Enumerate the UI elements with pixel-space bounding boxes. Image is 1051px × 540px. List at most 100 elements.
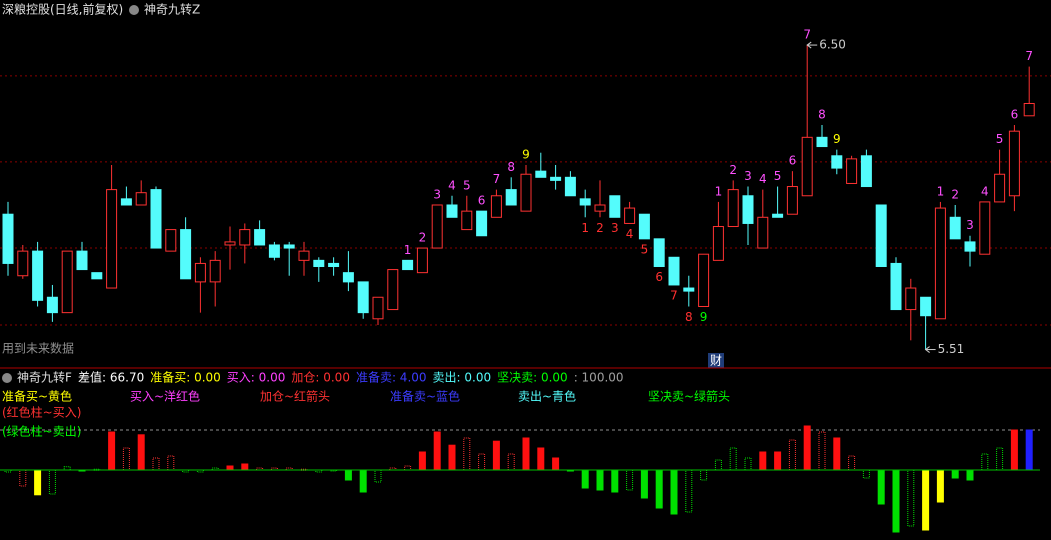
candle-body	[920, 296, 932, 317]
candle-body	[416, 247, 428, 274]
buy-count: 1	[581, 221, 589, 235]
candle-body	[402, 259, 414, 271]
candle-body	[313, 259, 325, 268]
indicator-bar	[596, 469, 604, 491]
candle-body	[150, 189, 162, 249]
candle-body	[91, 272, 103, 280]
candle-body	[328, 262, 340, 268]
sell-count: 3	[433, 187, 441, 201]
candle-body	[594, 204, 606, 212]
indicator-bar	[448, 444, 456, 471]
tag-box	[708, 353, 724, 368]
indicator-bar	[137, 434, 145, 471]
candle-body	[579, 198, 591, 206]
indicator-bar	[359, 469, 367, 493]
candle-body	[209, 259, 221, 283]
buy-count: 6	[655, 270, 663, 284]
sell-count: 3	[744, 169, 752, 183]
buy-count: 4	[626, 227, 634, 241]
sell-count: 6	[478, 194, 486, 208]
readout: 卖出: 0.00	[433, 371, 492, 385]
indicator-bar	[108, 431, 116, 471]
candle-body	[32, 250, 44, 301]
candle-body	[2, 213, 14, 264]
toggle-icon[interactable]	[2, 373, 12, 383]
indicator-bar	[34, 469, 42, 496]
sell-count: 5	[463, 178, 471, 192]
indicator-bar	[936, 469, 944, 503]
candle-body	[490, 195, 502, 218]
sell-count: 2	[951, 187, 959, 201]
indicator-bar	[433, 431, 441, 471]
indicator-bar	[522, 437, 530, 471]
sell-count: 4	[981, 184, 989, 198]
sell-count: 1	[404, 243, 412, 257]
indicator-bar	[951, 469, 959, 479]
candle-body	[46, 296, 58, 314]
candle-body	[120, 198, 132, 206]
candle-body	[668, 256, 680, 286]
readout: 差值: 66.70	[78, 370, 144, 385]
sell-count: 1	[937, 184, 945, 198]
candle-body	[283, 244, 295, 249]
indicator-bar	[552, 457, 560, 471]
candle-body	[727, 189, 739, 228]
candle-body	[712, 226, 724, 261]
candle-body	[801, 136, 813, 197]
indicator-bar	[1010, 429, 1018, 471]
sell-count: 5	[996, 132, 1004, 146]
buy-count: 2	[596, 221, 604, 235]
annotation-arrowhead	[806, 41, 812, 49]
legend-entry: 卖出~青色	[518, 390, 576, 404]
sell-count: 8	[818, 108, 826, 122]
candle-body	[476, 210, 488, 237]
candle-body	[298, 250, 310, 261]
stock-title: 深粮控股(日线,前复权)	[2, 2, 123, 17]
sell-count: 7	[1025, 49, 1033, 63]
readout: 准备买: 0.00	[150, 371, 221, 385]
buy-count: 8	[685, 310, 693, 324]
candle-body	[890, 262, 902, 311]
candle-body	[624, 207, 636, 224]
candle-body	[135, 192, 147, 206]
sell-count: 4	[759, 172, 767, 186]
candle-body	[535, 170, 547, 178]
indicator-bar	[892, 469, 900, 533]
candle-body	[949, 216, 961, 240]
candle-body	[194, 262, 206, 283]
indicator-bar	[1025, 429, 1033, 471]
sell-count: 7	[493, 172, 501, 186]
candle-body	[254, 229, 266, 246]
candle-body	[180, 229, 192, 280]
toggle-icon[interactable]	[129, 5, 139, 15]
candle-body	[106, 189, 118, 289]
legend-entry: 准备卖~蓝色	[390, 390, 460, 404]
candle-body	[357, 281, 369, 314]
candle-body	[1008, 130, 1020, 197]
sell-count: 9	[522, 148, 530, 162]
indicator-bar	[966, 469, 974, 481]
indicator-bar	[803, 425, 811, 471]
sell-count: 5	[774, 169, 782, 183]
readout: 坚决卖: 0.00	[497, 371, 568, 385]
candle-body	[934, 207, 946, 320]
candle-body	[905, 287, 917, 311]
legend-entry: 买入~洋红色	[130, 389, 200, 404]
indicator-bar	[922, 469, 930, 531]
indicator-name: 神奇九转F	[17, 370, 72, 385]
tag: 财	[710, 354, 722, 368]
candle-body	[831, 155, 843, 169]
candle-body	[550, 176, 562, 181]
indicator-bar	[655, 469, 663, 509]
candle-body	[564, 176, 576, 197]
indicator-bar	[226, 465, 234, 471]
readout: 准备卖: 4.00	[356, 371, 427, 385]
candle-body	[268, 244, 280, 258]
legend-note: (红色柱~买入)	[2, 405, 81, 420]
readout: 加仓: 0.00	[291, 371, 350, 385]
indicator-bar	[640, 469, 648, 499]
sell-count: 1	[715, 184, 723, 198]
readout: : 100.00	[574, 371, 624, 385]
candle-body	[446, 204, 458, 218]
